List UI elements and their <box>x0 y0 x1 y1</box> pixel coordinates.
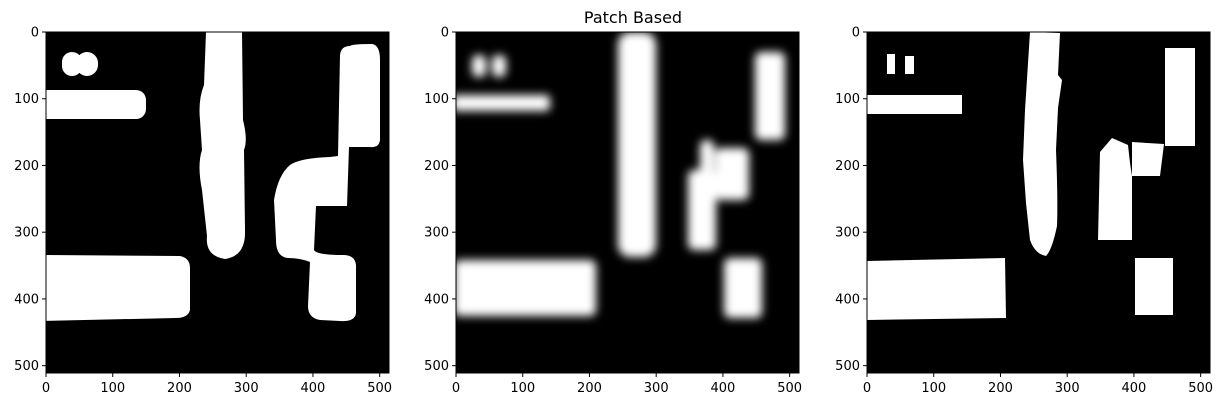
middle-y-tick-label: 0 <box>441 26 449 41</box>
left-vertical-column <box>199 32 246 259</box>
right-y-tick-label: 300 <box>835 226 860 241</box>
left-y-tick-label: 400 <box>14 292 39 307</box>
left-x-tick-label: 0 <box>42 381 50 396</box>
left-x-tick-label: 100 <box>100 381 125 396</box>
right-x-tick-label: 0 <box>863 381 871 396</box>
right-y-tick-label: 100 <box>835 92 860 107</box>
middle-vertical-column <box>618 32 656 257</box>
right-panel: 0 100 200 300 400 500 0 100 200 300 400 500 <box>835 26 1213 397</box>
right-axes-frame <box>866 31 1211 374</box>
left-mask-shapes <box>46 32 380 322</box>
right-x-tick-label: 400 <box>1122 381 1147 396</box>
right-x-ticks: 0 100 200 300 400 500 <box>863 373 1213 396</box>
right-mask-shapes <box>867 32 1195 320</box>
middle-x-tick-label: 100 <box>510 381 535 396</box>
right-x-tick-label: 200 <box>988 381 1013 396</box>
right-y-tick-label: 500 <box>835 359 860 374</box>
left-y-ticks: 0 100 200 300 400 500 <box>14 26 46 374</box>
right-bottom-block <box>1135 258 1173 315</box>
middle-y-tick-label: 400 <box>424 292 449 307</box>
middle-spike <box>700 140 714 180</box>
right-x-tick-label: 300 <box>1055 381 1080 396</box>
middle-right-mid-block-2 <box>715 148 749 200</box>
right-y-tick-label: 200 <box>835 159 860 174</box>
middle-y-tick-label: 500 <box>424 359 449 374</box>
left-horizontal-bar <box>46 90 146 119</box>
right-y-ticks: 0 100 200 300 400 500 <box>835 26 867 374</box>
middle-y-tick-label: 100 <box>424 92 449 107</box>
right-vertical-column <box>1023 32 1062 256</box>
figure-title: Patch Based <box>584 8 682 27</box>
middle-right-mid-block <box>688 170 716 250</box>
left-y-tick-label: 500 <box>14 359 39 374</box>
left-x-ticks: 0 100 200 300 400 500 <box>42 373 392 396</box>
left-blob-bridge <box>72 57 86 69</box>
middle-blob-a <box>472 55 486 77</box>
middle-panel: 0 100 200 300 400 500 0 100 200 300 400 500 <box>424 26 802 397</box>
middle-right-bottom-block <box>724 258 762 318</box>
right-x-tick-label: 100 <box>921 381 946 396</box>
left-bottom-bar <box>46 255 190 321</box>
middle-x-ticks: 0 100 200 300 400 500 <box>452 373 802 396</box>
left-y-tick-label: 100 <box>14 92 39 107</box>
right-y-tick-label: 400 <box>835 292 860 307</box>
left-right-column <box>274 44 380 322</box>
left-y-tick-label: 0 <box>31 26 39 41</box>
left-x-tick-label: 200 <box>167 381 192 396</box>
middle-axes-frame <box>455 31 800 374</box>
right-blob-a <box>887 54 895 74</box>
middle-x-tick-label: 0 <box>452 381 460 396</box>
middle-horizontal-bar <box>456 95 550 111</box>
middle-mask-shapes <box>456 32 785 318</box>
right-x-tick-label: 500 <box>1188 381 1213 396</box>
middle-right-top-column <box>755 52 785 140</box>
left-y-tick-label: 300 <box>14 226 39 241</box>
right-y-tick-label: 0 <box>852 26 860 41</box>
left-y-tick-label: 200 <box>14 159 39 174</box>
middle-y-ticks: 0 100 200 300 400 500 <box>424 26 456 374</box>
left-x-tick-label: 400 <box>301 381 326 396</box>
left-x-tick-label: 300 <box>234 381 259 396</box>
middle-blob-b <box>492 55 506 77</box>
left-panel: 0 100 200 300 400 500 0 100 200 300 400 500 <box>14 26 392 397</box>
left-axes-frame <box>45 31 390 374</box>
middle-y-tick-label: 200 <box>424 159 449 174</box>
right-bottom-bar <box>867 258 1006 320</box>
right-top-right-column <box>1165 48 1195 146</box>
right-blob-b <box>905 56 914 74</box>
middle-bottom-bar <box>456 260 596 316</box>
middle-x-tick-label: 500 <box>777 381 802 396</box>
middle-x-tick-label: 300 <box>644 381 669 396</box>
middle-x-tick-label: 200 <box>577 381 602 396</box>
right-horizontal-bar <box>867 95 962 114</box>
left-x-tick-label: 500 <box>367 381 392 396</box>
right-mid-block <box>1098 138 1164 240</box>
middle-y-tick-label: 300 <box>424 226 449 241</box>
middle-x-tick-label: 400 <box>711 381 736 396</box>
